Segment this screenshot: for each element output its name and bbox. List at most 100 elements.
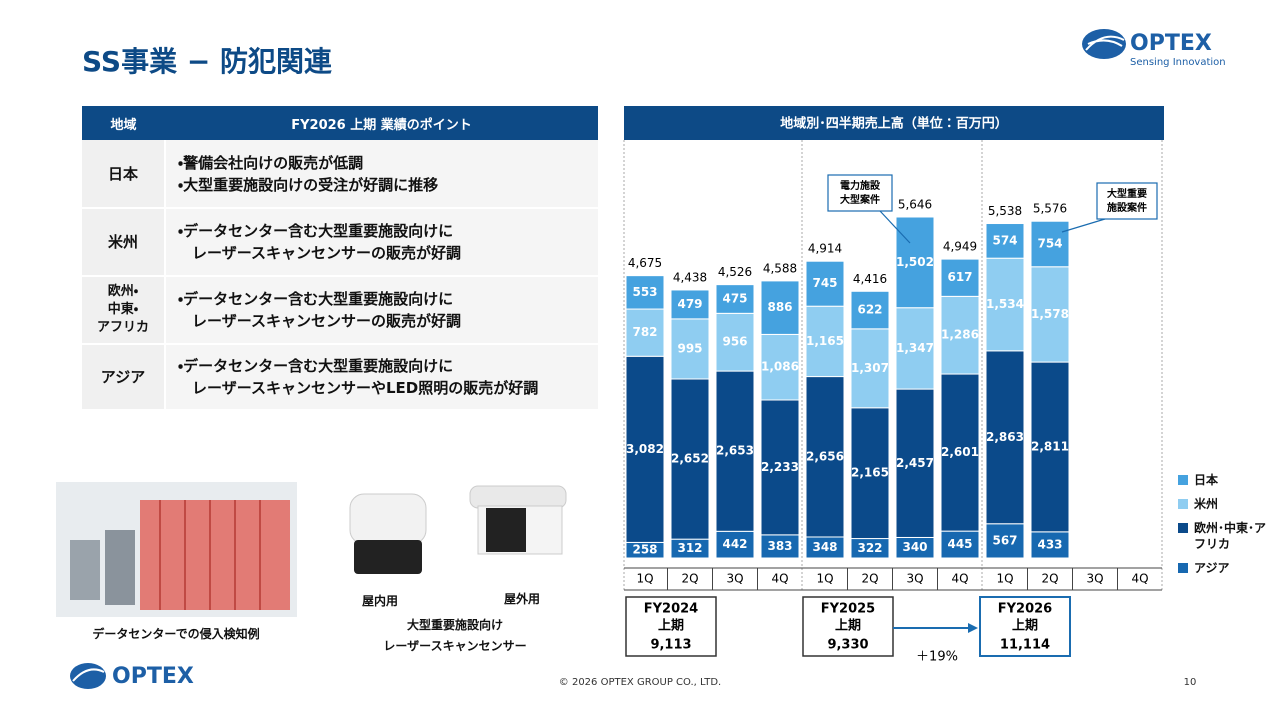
region-label: 米州 xyxy=(107,233,138,251)
legend-swatch xyxy=(1178,475,1188,485)
value-label: 2,811 xyxy=(1031,439,1069,453)
value-label: 2,457 xyxy=(896,456,934,470)
value-label: 886 xyxy=(767,300,792,314)
chart-header xyxy=(624,106,1164,140)
table-row: 欧州・ 中東・ アフリカ ・データセンター含む大型重要施設向けにレーザースキャンセンサ… xyxy=(82,276,598,345)
value-label: 553 xyxy=(632,285,657,299)
value-label: 433 xyxy=(1037,537,1062,551)
period-label: FY2025 xyxy=(821,602,875,617)
bar-segment xyxy=(985,257,1025,352)
legend-item: 欧州･中東･アフリカ xyxy=(1178,520,1274,552)
value-label: 258 xyxy=(632,543,657,557)
copyright: © 2026 OPTEX GROUP CO., LTD. xyxy=(559,677,721,688)
point-text: ・データセンター含む大型重要施設向けに xyxy=(178,290,454,308)
bar-segment xyxy=(1030,361,1070,533)
point-text: レーザースキャンセンサーの販売が好調 xyxy=(192,312,461,330)
x-tick-label: 2Q xyxy=(681,572,698,586)
period-label: 上期 xyxy=(835,619,861,634)
region-cell: 欧州・ 中東・ アフリカ xyxy=(82,276,166,345)
total-label: 5,576 xyxy=(1033,202,1067,216)
callout-text: 施設案件 xyxy=(1107,201,1147,214)
outdoor-sensor-image xyxy=(469,485,567,555)
total-label: 4,588 xyxy=(763,261,797,275)
logo-text: OPTEX xyxy=(1130,31,1212,56)
legend-item: 日本 xyxy=(1178,472,1274,488)
legend-label: 欧州･中東･アフリカ xyxy=(1194,521,1267,551)
legend-item: 米州 xyxy=(1178,496,1274,512)
x-tick-label: 4Q xyxy=(951,572,968,586)
bar-segment xyxy=(850,290,890,330)
x-tick-label: 4Q xyxy=(771,572,788,586)
bar-segment xyxy=(760,280,800,335)
value-label: 2,165 xyxy=(851,466,889,480)
image-caption: 屋内用 xyxy=(361,594,398,608)
point-text: ・警備会社向けの販売が低調 xyxy=(178,153,364,172)
period-box xyxy=(979,596,1071,657)
value-label: 995 xyxy=(677,341,702,355)
region-label: 中東・ xyxy=(107,302,139,317)
bar-segment xyxy=(760,333,800,401)
page-number: 10 xyxy=(1184,677,1197,688)
tagline: Sensing Innovation xyxy=(1130,57,1226,68)
x-tick-label: 2Q xyxy=(861,572,878,586)
value-label: 754 xyxy=(1037,236,1062,250)
table-row: 日本 ・警備会社向けの販売が低調 ・大型重要施設向けの受注が好調に推移 xyxy=(82,140,598,209)
value-label: 567 xyxy=(992,533,1017,547)
value-label: 782 xyxy=(632,325,657,339)
period-box xyxy=(802,596,894,657)
callout-box xyxy=(1096,182,1158,220)
slide-title: SS事業 − 防犯関連 xyxy=(82,45,333,78)
total-label: 4,416 xyxy=(853,272,887,286)
callout-text: 大型案件 xyxy=(840,193,880,206)
value-label: 1,086 xyxy=(761,360,799,374)
legend-item: アジア xyxy=(1178,560,1274,576)
indoor-sensor-image xyxy=(349,493,427,574)
bar-segment xyxy=(895,307,935,390)
bar-segment xyxy=(985,523,1025,559)
footer-logo xyxy=(70,663,106,689)
region-label: 日本 xyxy=(107,164,138,183)
total-label: 4,914 xyxy=(808,242,842,256)
point-text: レーザースキャンセンサーやLED照明の販売が好調 xyxy=(192,379,539,397)
value-label: 622 xyxy=(857,303,882,317)
bar-segment xyxy=(805,376,845,538)
value-label: 312 xyxy=(677,541,702,555)
value-label: 322 xyxy=(857,541,882,555)
points-table: 地域 FY2026 上期 業績のポイント 日本 ・警備会社向けの販売が低調 ・大型重… xyxy=(82,106,598,411)
points-cell: ・データセンター含む大型重要施設向けにレーザースキャンセンサーの販売が好調 xyxy=(165,276,598,345)
period-label: 上期 xyxy=(658,619,684,634)
logo xyxy=(1082,29,1126,59)
image-caption: レーザースキャンセンサー xyxy=(383,639,527,653)
value-label: 2,233 xyxy=(761,460,799,474)
value-label: 745 xyxy=(812,276,837,290)
bar-segment xyxy=(895,388,935,538)
period-value: 11,114 xyxy=(1000,638,1050,653)
period-value: 9,113 xyxy=(650,638,691,653)
period-label: FY2024 xyxy=(644,602,698,617)
value-label: 1,165 xyxy=(806,334,844,348)
period-value: 9,330 xyxy=(827,638,868,653)
bar-segment xyxy=(715,284,755,314)
value-label: 1,534 xyxy=(986,297,1024,311)
bar-segment xyxy=(985,223,1025,259)
period-box xyxy=(625,596,717,657)
x-tick-label: 3Q xyxy=(1086,572,1103,586)
value-label: 1,578 xyxy=(1031,307,1069,321)
callout-box xyxy=(827,174,893,212)
bar-segment xyxy=(940,530,980,559)
total-label: 5,646 xyxy=(898,198,932,212)
point-text: ・データセンター含む大型重要施設向けに xyxy=(178,222,454,240)
total-label: 4,675 xyxy=(628,256,662,270)
table-header: FY2026 上期 業績のポイント xyxy=(165,106,598,140)
value-label: 2,863 xyxy=(986,430,1024,444)
point-text: レーザースキャンセンサーの販売が好調 xyxy=(192,244,461,262)
total-label: 5,538 xyxy=(988,204,1022,218)
points-cell: ・データセンター含む大型重要施設向けにレーザースキャンセンサーの販売が好調 xyxy=(165,208,598,277)
region-cell: 米州 xyxy=(82,208,166,277)
point-text: ・データセンター含む大型重要施設向けに xyxy=(178,357,454,375)
table-header: 地域 xyxy=(82,106,165,140)
growth-arrowhead xyxy=(968,623,978,633)
legend-swatch xyxy=(1178,499,1188,509)
